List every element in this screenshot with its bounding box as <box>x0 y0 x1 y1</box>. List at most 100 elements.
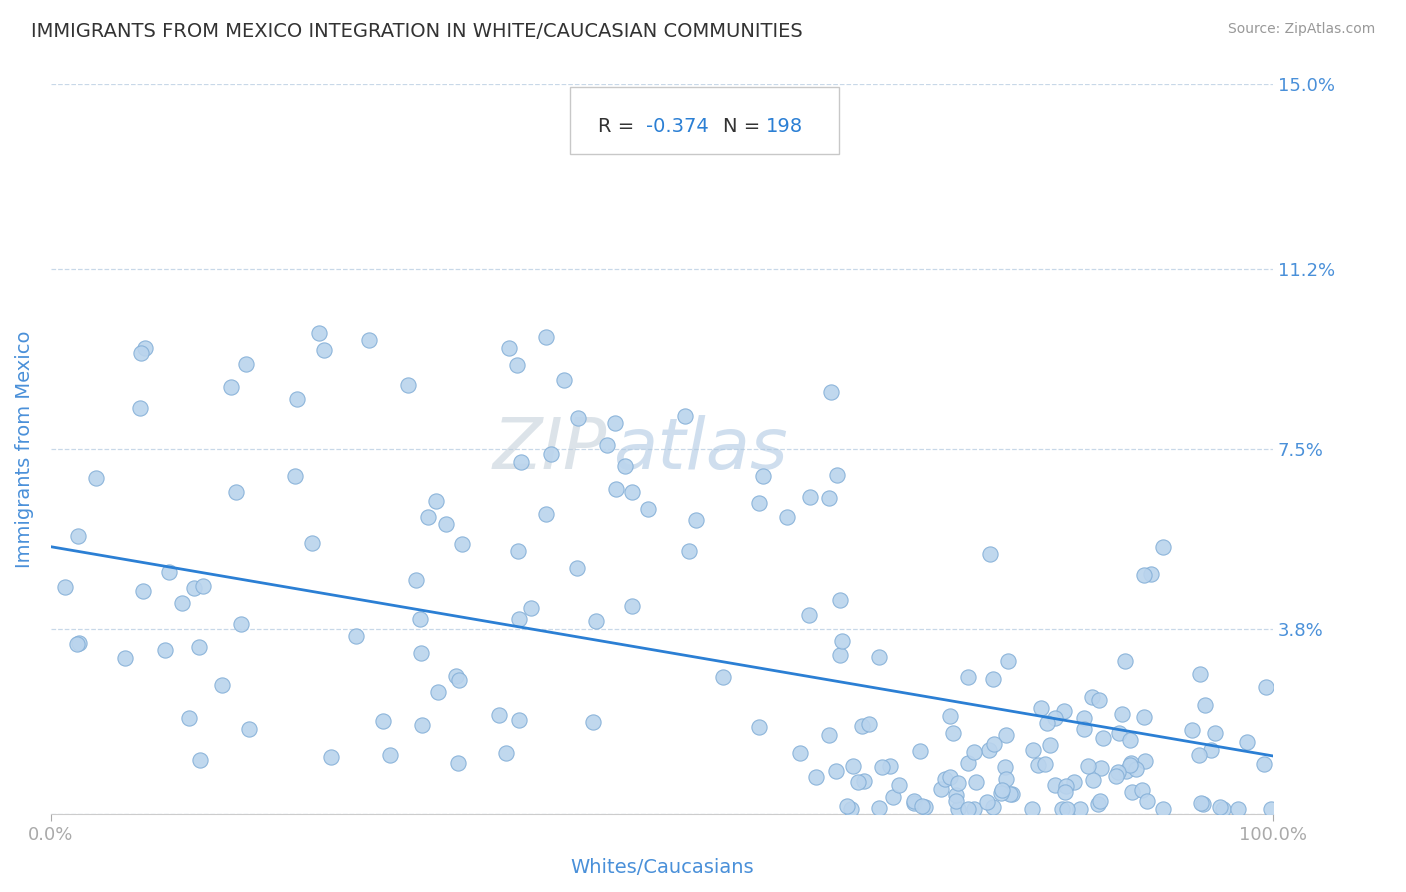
X-axis label: Whites/Caucasians: Whites/Caucasians <box>569 858 754 877</box>
Point <box>637 501 659 516</box>
Point <box>820 384 842 399</box>
Point <box>1121 785 1143 799</box>
Point <box>67 529 90 543</box>
Point <box>396 378 419 392</box>
Point <box>211 678 233 692</box>
Point <box>1191 796 1213 810</box>
Point <box>585 615 607 629</box>
Point <box>495 746 517 760</box>
Y-axis label: Immigrants from Mexico: Immigrants from Mexico <box>15 331 34 568</box>
Point <box>981 799 1004 814</box>
Point <box>1236 735 1258 749</box>
Point <box>129 345 152 359</box>
Point <box>84 471 107 485</box>
Point <box>842 759 865 773</box>
Point <box>603 417 626 431</box>
Point <box>981 672 1004 686</box>
Point <box>835 799 858 814</box>
Text: Source: ZipAtlas.com: Source: ZipAtlas.com <box>1227 22 1375 37</box>
Point <box>66 637 89 651</box>
Point <box>1208 799 1230 814</box>
Point <box>447 756 470 771</box>
Text: -0.374: -0.374 <box>645 117 709 136</box>
Point <box>839 801 862 815</box>
Point <box>67 636 90 650</box>
Point <box>425 494 447 508</box>
Point <box>945 788 967 802</box>
Point <box>1133 567 1156 582</box>
Point <box>426 684 449 698</box>
Point <box>284 468 307 483</box>
Point <box>540 447 562 461</box>
Point <box>776 509 799 524</box>
Point <box>748 719 770 733</box>
Point <box>678 544 700 558</box>
Point <box>605 482 627 496</box>
Point <box>235 357 257 371</box>
Point <box>238 723 260 737</box>
Point <box>1212 802 1234 816</box>
Point <box>939 770 962 784</box>
FancyBboxPatch shape <box>569 87 839 153</box>
Point <box>956 802 979 816</box>
Point <box>613 458 636 473</box>
Point <box>948 802 970 816</box>
Point <box>1121 756 1143 771</box>
Point <box>416 510 439 524</box>
Point <box>1056 802 1078 816</box>
Point <box>946 776 969 790</box>
Point <box>1035 715 1057 730</box>
Point <box>359 333 381 347</box>
Point <box>301 535 323 549</box>
Point <box>1053 704 1076 718</box>
Point <box>567 411 589 425</box>
Point <box>553 373 575 387</box>
Point <box>498 341 520 355</box>
Point <box>1204 726 1226 740</box>
Point <box>114 651 136 665</box>
Point <box>1021 743 1043 757</box>
Point <box>409 646 432 660</box>
Point <box>713 670 735 684</box>
Text: atlas: atlas <box>613 415 787 483</box>
Point <box>903 797 925 811</box>
Point <box>1035 757 1057 772</box>
Point <box>817 728 839 742</box>
Point <box>1114 654 1136 668</box>
Point <box>188 753 211 767</box>
Point <box>1108 726 1130 740</box>
Point <box>979 547 1001 561</box>
Point <box>685 513 707 527</box>
Point <box>1088 794 1111 808</box>
Point <box>1081 773 1104 788</box>
Point <box>830 592 852 607</box>
Point <box>1133 754 1156 768</box>
Point <box>1152 802 1174 816</box>
Point <box>956 756 979 771</box>
Point <box>1192 797 1215 811</box>
Point <box>1194 698 1216 713</box>
Point <box>1039 738 1062 752</box>
Point <box>1111 706 1133 721</box>
Point <box>408 612 430 626</box>
Point <box>231 617 253 632</box>
Point <box>818 491 841 505</box>
Point <box>1073 711 1095 725</box>
Point <box>1031 700 1053 714</box>
Point <box>799 490 821 504</box>
Point <box>225 484 247 499</box>
Point <box>963 802 986 816</box>
Point <box>534 508 557 522</box>
Point <box>938 708 960 723</box>
Point <box>752 469 775 483</box>
Point <box>831 634 853 648</box>
Point <box>157 566 180 580</box>
Point <box>804 771 827 785</box>
Point <box>994 760 1017 774</box>
Point <box>183 581 205 595</box>
Point <box>995 728 1018 742</box>
Point <box>997 654 1019 668</box>
Point <box>825 468 848 483</box>
Point <box>799 608 821 623</box>
Point <box>789 746 811 760</box>
